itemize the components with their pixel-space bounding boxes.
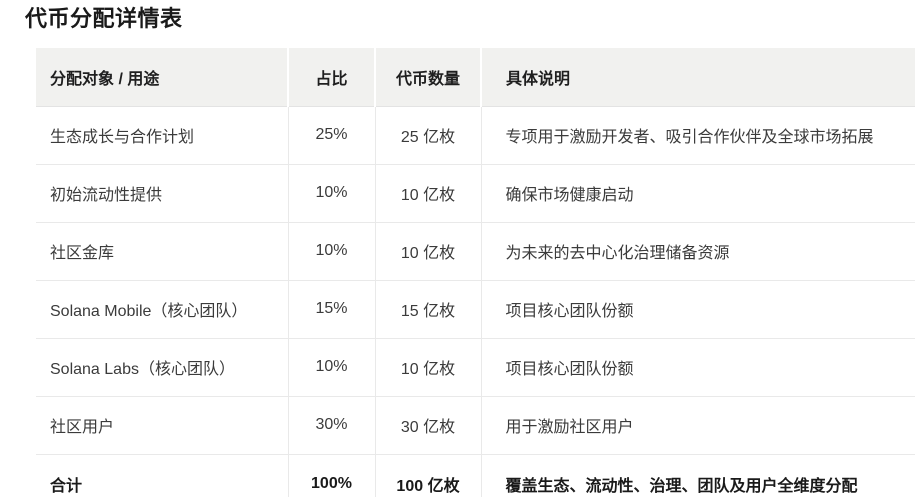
- cell-name: 生态成长与合作计划: [50, 129, 195, 146]
- cell-name: Solana Labs（核心团队）: [36, 337, 288, 396]
- cell-description: 确保市场健康启动: [480, 163, 915, 222]
- header-row: 分配对象 / 用途 占比 代币数量 具体说明: [36, 48, 915, 107]
- col-header-allocation: 分配对象 / 用途: [36, 48, 288, 107]
- cell-percent: 30%: [287, 395, 375, 454]
- cell-description: 项目核心团队份额: [480, 279, 915, 338]
- col-header-description: 具体说明: [480, 48, 915, 107]
- table-row: 初始流动性提供 10% 10 亿枚 确保市场健康启动: [36, 163, 915, 222]
- table-total-row: 合计 100% 100 亿枚 覆盖生态、流动性、治理、团队及用户全维度分配: [36, 453, 915, 497]
- table-body: 生态成长与合作计划 25% 25 亿枚 专项用于激励开发者、吸引合作伙伴及全球市…: [36, 106, 915, 497]
- cell-amount: 15 亿枚: [374, 279, 481, 338]
- col-header-percent: 占比: [287, 48, 375, 107]
- cell-amount: 25 亿枚: [374, 106, 481, 164]
- cell-description: 专项用于激励开发者、吸引合作伙伴及全球市场拓展: [480, 106, 915, 164]
- cell-total-description: 覆盖生态、流动性、治理、团队及用户全维度分配: [480, 453, 915, 497]
- cell-total-amount: 100 亿枚: [374, 453, 481, 497]
- cell-name: 社区金库: [36, 221, 288, 280]
- cell-amount: 10 亿枚: [374, 337, 481, 396]
- cell-name: 社区用户: [36, 395, 288, 454]
- cell-percent: 10%: [287, 221, 375, 280]
- cell-amount: 30 亿枚: [374, 395, 481, 454]
- cell-name: Solana Mobile（核心团队）: [36, 279, 288, 338]
- table-row: 生态成长与合作计划 25% 25 亿枚 专项用于激励开发者、吸引合作伙伴及全球市…: [36, 106, 915, 164]
- cell-amount: 10 亿枚: [374, 221, 481, 280]
- token-allocation-table: 分配对象 / 用途 占比 代币数量 具体说明 生态成长与合作计划 25% 25 …: [36, 48, 915, 497]
- table-row: Solana Labs（核心团队） 10% 10 亿枚 项目核心团队份额: [36, 337, 915, 396]
- col-header-amount: 代币数量: [374, 48, 481, 107]
- table-row: 社区金库 10% 10 亿枚 为未来的去中心化治理储备资源: [36, 221, 915, 280]
- cell-amount: 10 亿枚: [374, 163, 481, 222]
- cell-percent: 10%: [287, 337, 375, 396]
- cell-description: 为未来的去中心化治理储备资源: [480, 221, 915, 280]
- page-title: 代币分配详情表: [25, 6, 183, 31]
- table-row: 社区用户 30% 30 亿枚 用于激励社区用户: [36, 395, 915, 454]
- cell-description: 用于激励社区用户: [480, 395, 915, 454]
- cell-description: 项目核心团队份额: [480, 337, 915, 396]
- cell-total-label: 合计: [36, 453, 288, 497]
- cell-percent: 15%: [287, 279, 375, 338]
- cell-percent: 10%: [287, 163, 375, 222]
- table-row: Solana Mobile（核心团队） 15% 15 亿枚 项目核心团队份额: [36, 279, 915, 338]
- cell-name: 初始流动性提供: [36, 163, 288, 222]
- cell-percent: 25%: [287, 106, 375, 164]
- table-header: 分配对象 / 用途 占比 代币数量 具体说明: [36, 48, 915, 107]
- cell-total-percent: 100%: [287, 453, 375, 497]
